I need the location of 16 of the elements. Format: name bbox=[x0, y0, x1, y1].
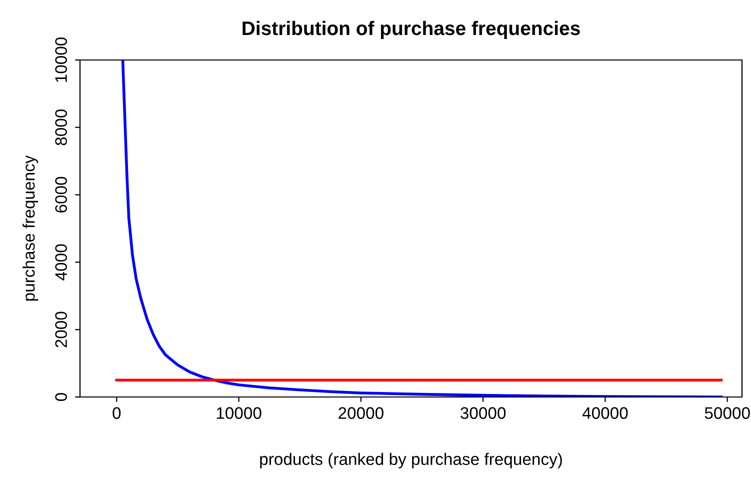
x-tick-label: 10000 bbox=[216, 407, 262, 419]
x-tick-label: 0 bbox=[112, 407, 121, 419]
y-tick-label: 10000 bbox=[55, 37, 67, 82]
y-tick-label: 0 bbox=[55, 393, 67, 401]
chart-title: Distribution of purchase frequencies bbox=[242, 20, 580, 40]
x-tick-label: 30000 bbox=[460, 407, 506, 419]
line-series bbox=[121, 60, 723, 397]
x-tick-label: 20000 bbox=[338, 407, 384, 419]
x-tick-label: 50000 bbox=[704, 407, 750, 419]
y-tick-label: 6000 bbox=[55, 176, 67, 212]
x-axis-title: products (ranked by purchase frequency) bbox=[260, 452, 562, 468]
y-axis-title: purchase frequency bbox=[22, 155, 38, 301]
x-tick-label: 40000 bbox=[582, 407, 628, 419]
y-tick-label: 4000 bbox=[55, 244, 67, 280]
y-tick-label: 2000 bbox=[55, 312, 67, 348]
y-tick-label: 8000 bbox=[55, 110, 67, 146]
